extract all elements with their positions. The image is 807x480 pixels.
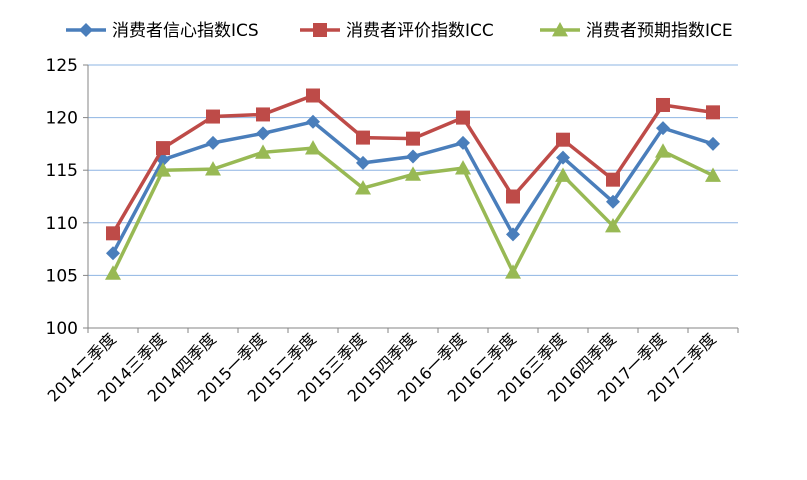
data-point [356, 130, 370, 145]
data-point [705, 167, 721, 182]
legend-label: 消费者评价指数ICC [346, 21, 494, 41]
y-tick-label: 125 [46, 56, 78, 76]
data-point [256, 107, 270, 122]
data-point [405, 166, 421, 181]
data-point [155, 162, 171, 177]
series-1 [106, 114, 720, 261]
legend-item: 消费者信心指数ICS [66, 21, 259, 41]
data-point [655, 143, 671, 158]
data-point [206, 109, 220, 124]
data-point [606, 172, 620, 187]
data-point [455, 160, 471, 175]
data-point [256, 126, 270, 141]
data-point [206, 135, 220, 150]
legend-marker [313, 23, 327, 37]
data-point [506, 227, 520, 242]
data-point [556, 132, 570, 147]
axes: 1001051101151201252014二季度2014三季度2014四季度2… [44, 56, 739, 406]
data-point [156, 141, 170, 156]
data-point [106, 226, 120, 241]
y-tick-label: 105 [46, 266, 78, 286]
y-tick-label: 115 [46, 161, 78, 181]
data-point [656, 121, 670, 136]
data-point [656, 97, 670, 112]
data-point [605, 217, 621, 233]
data-point [105, 265, 121, 280]
data-point [456, 135, 470, 150]
data-point [306, 114, 320, 129]
y-tick-label: 110 [46, 214, 78, 234]
y-tick-label: 120 [46, 109, 78, 129]
legend: 消费者信心指数ICS 消费者评价指数ICC 消费者预期指数ICE [66, 21, 733, 41]
legend-label: 消费者预期指数ICE [586, 21, 733, 41]
legend-label: 消费者信心指数ICS [112, 21, 259, 41]
data-point [255, 144, 271, 159]
data-point [556, 150, 570, 165]
legend-item: 消费者评价指数ICC [300, 21, 494, 41]
series-2 [106, 88, 720, 241]
data-point [606, 194, 620, 209]
data-point [406, 149, 420, 164]
data-point [406, 131, 420, 146]
data-point [456, 110, 470, 125]
series [105, 88, 721, 280]
data-point [355, 180, 371, 195]
y-tick-label: 100 [46, 319, 78, 339]
data-point [205, 161, 221, 176]
data-point [555, 167, 571, 182]
data-point [505, 264, 521, 279]
data-point [305, 140, 321, 155]
data-point [356, 155, 370, 170]
data-point [306, 88, 320, 103]
series-3 [105, 140, 721, 280]
data-point [706, 136, 720, 151]
legend-marker [552, 22, 568, 37]
data-point [106, 246, 120, 261]
data-point [706, 105, 720, 120]
legend-item: 消费者预期指数ICE [540, 21, 733, 41]
data-point [506, 189, 520, 204]
legend-marker [79, 23, 93, 37]
